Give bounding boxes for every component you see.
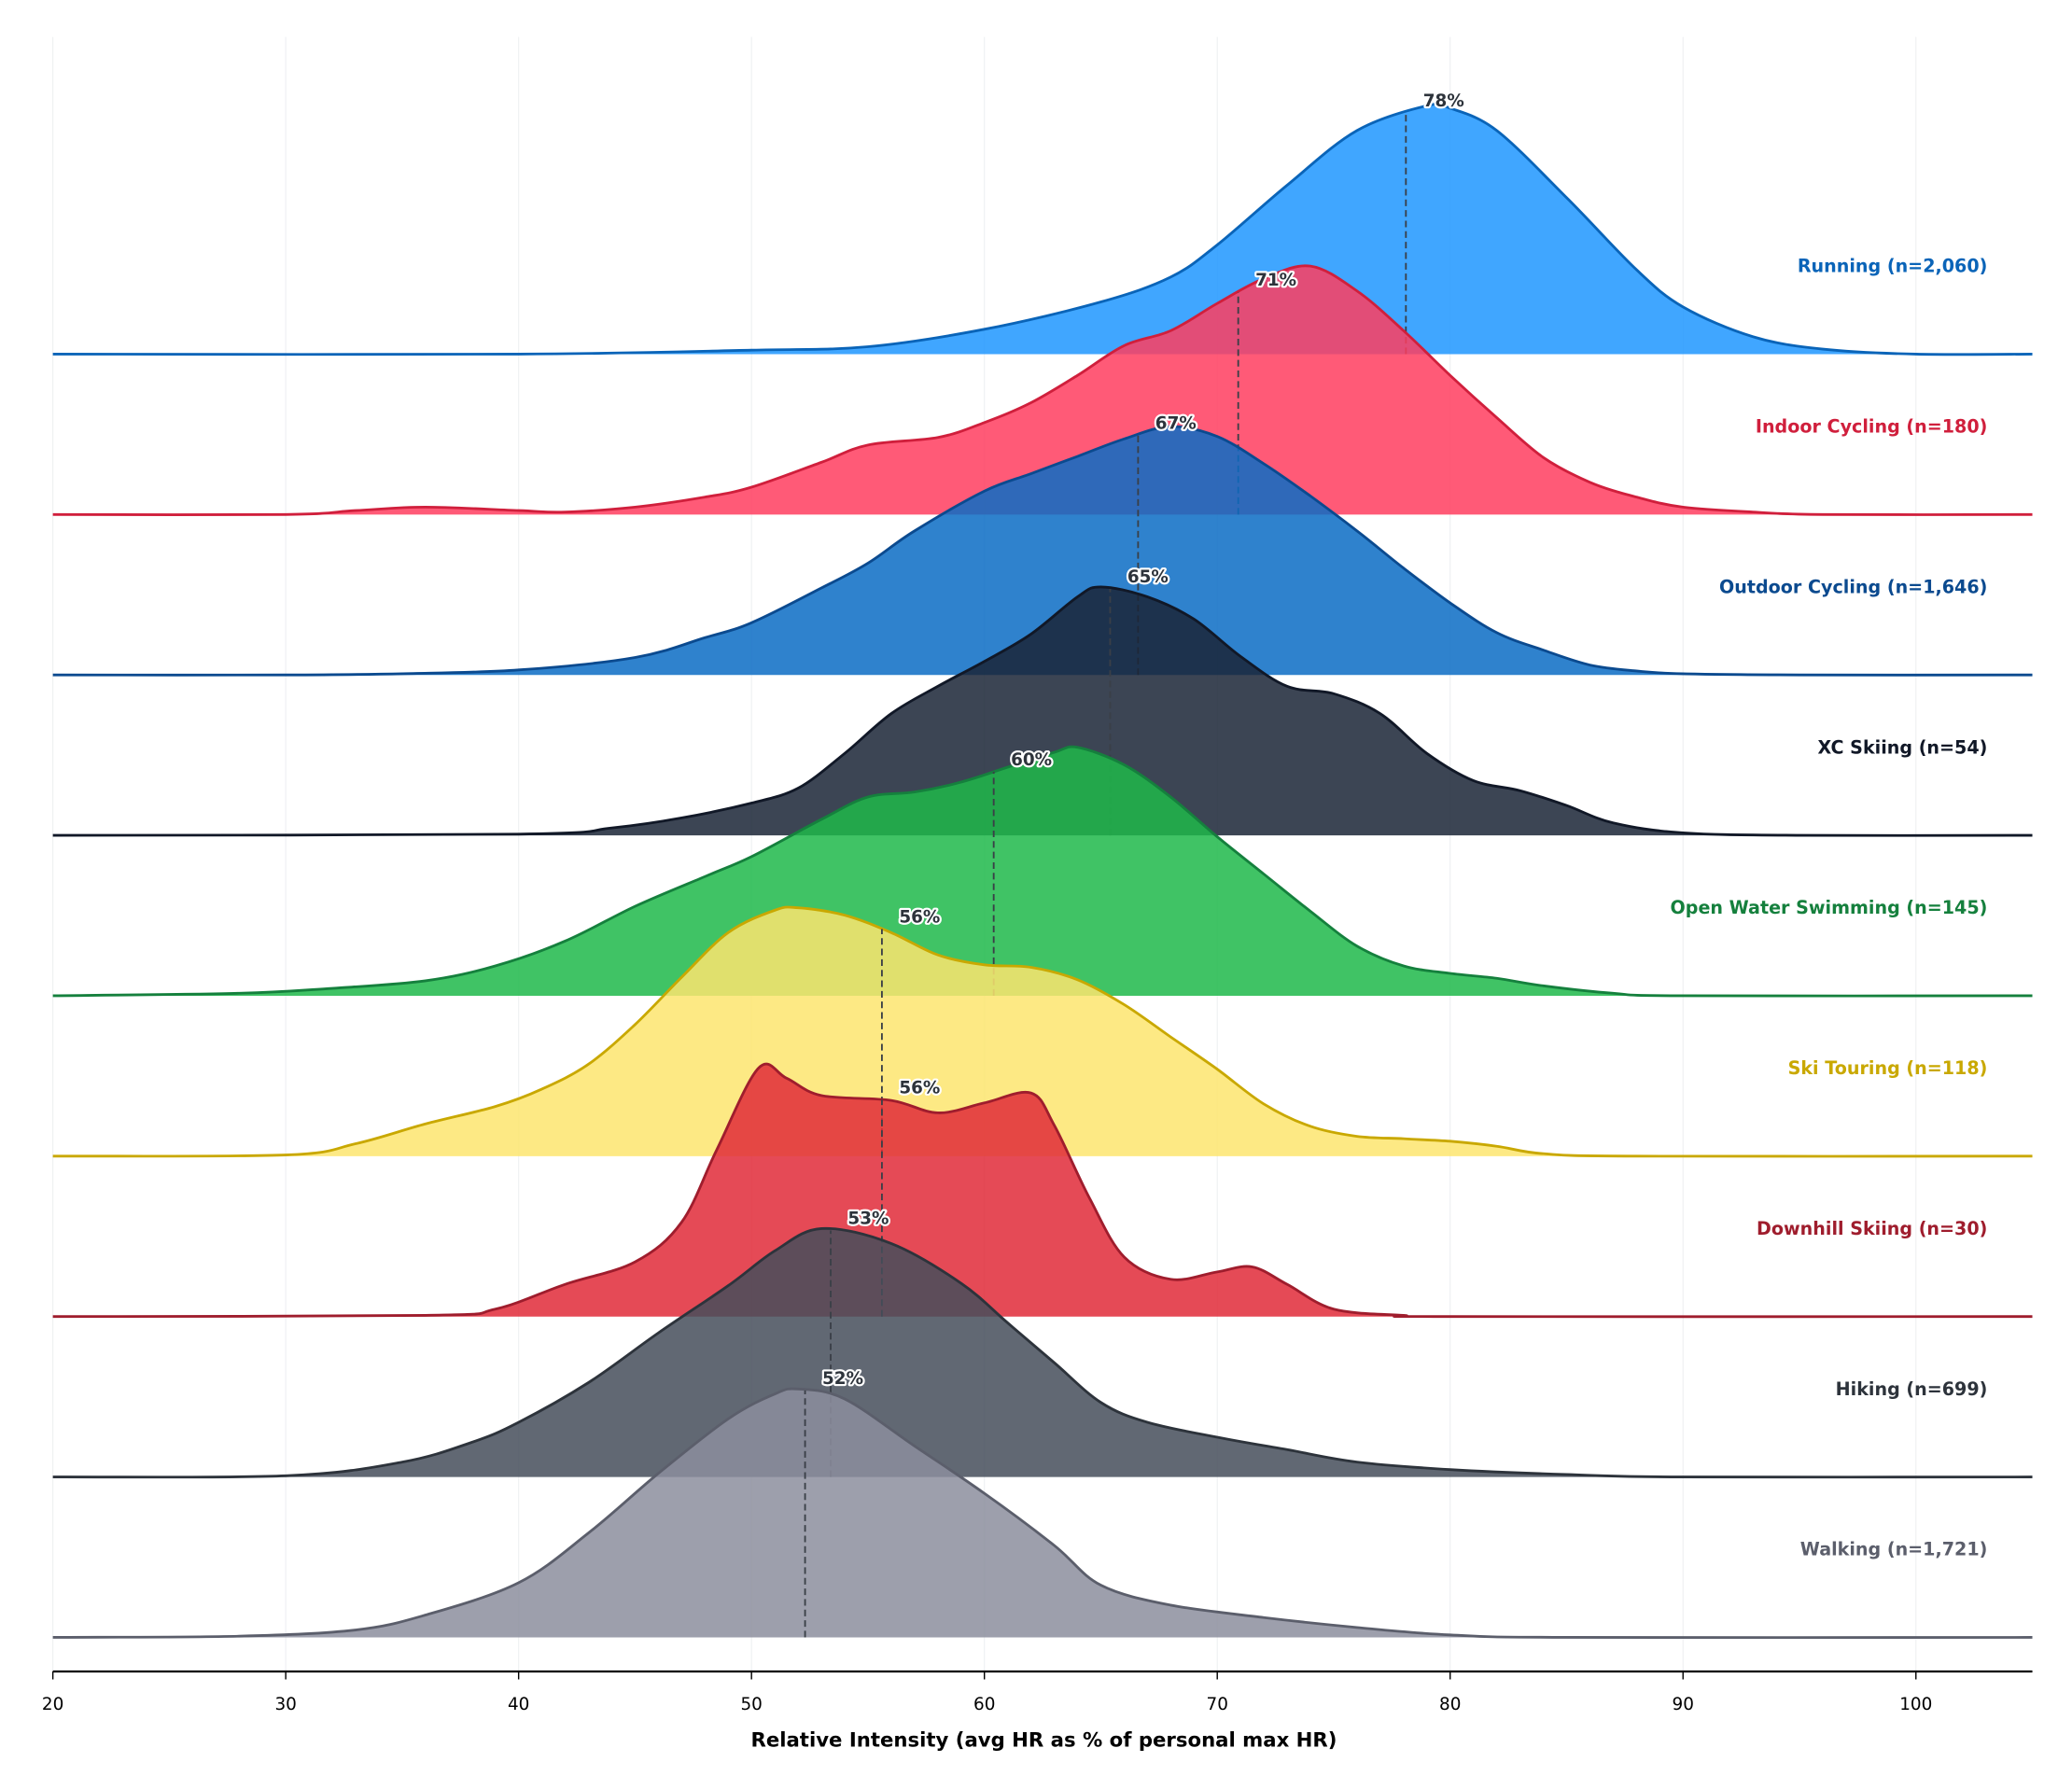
series-label: Walking (n=1,721) [1800, 1539, 1988, 1560]
median-label: 52% [822, 1369, 863, 1389]
median-label: 67% [1155, 413, 1197, 433]
density-line [52, 102, 2033, 357]
density-fill [52, 265, 2033, 515]
median-label: 78% [1423, 91, 1464, 111]
tick-label: 30 [274, 1695, 296, 1714]
ridge-walking: 52% Walking (n=1,721) [52, 1367, 2033, 1640]
series-label: Open Water Swimming (n=145) [1671, 897, 1988, 918]
density-line [52, 1226, 2033, 1479]
tick-label: 90 [1673, 1695, 1694, 1714]
ridges: 78% Running (n=2,060) 71% Indoor Cycling (n… [52, 90, 2033, 1640]
tick-label: 70 [1207, 1695, 1228, 1714]
median-label: 71% [1255, 271, 1296, 290]
density-fill [52, 906, 2033, 1157]
median-label: 53% [847, 1209, 889, 1228]
tick-label: 50 [740, 1695, 762, 1714]
density-fill [52, 747, 2033, 997]
density-line [52, 1062, 2033, 1319]
tick-label: 20 [42, 1695, 63, 1714]
series-label: Hiking (n=699) [1836, 1378, 1988, 1400]
median-label: 65% [1127, 567, 1169, 587]
density-fill [52, 426, 2033, 676]
density-line [52, 264, 2033, 517]
density-fill [52, 1064, 2033, 1317]
series-label: XC Skiing (n=54) [1817, 736, 1987, 758]
density-fill [52, 586, 2033, 836]
density-line [52, 745, 2033, 998]
tick-label: 100 [1899, 1695, 1932, 1714]
tick-label: 80 [1439, 1695, 1461, 1714]
density-fill [52, 1389, 2033, 1638]
density-fill [52, 104, 2033, 355]
ridge-running: 78% Running (n=2,060) [52, 90, 2033, 357]
density-line [52, 1387, 2033, 1640]
ridge-outdoor-cycling: 67% Outdoor Cycling (n=1,646) [52, 412, 2033, 677]
tick-label: 40 [508, 1695, 529, 1714]
ridge-hiking: 53% Hiking (n=699) [52, 1207, 2033, 1479]
series-label: Outdoor Cycling (n=1,646) [1719, 576, 1987, 597]
median-label: 56% [899, 1078, 940, 1098]
x-axis: 20 30 40 50 60 70 80 90 100 [42, 1670, 2033, 1714]
density-line [52, 905, 2033, 1158]
series-label: Indoor Cycling (n=180) [1756, 416, 1988, 438]
ridge-downhill-skiing: 56% Downhill Skiing (n=30) [52, 1062, 2033, 1319]
density-line [52, 425, 2033, 677]
median-label: 60% [1011, 750, 1052, 770]
median-label: 56% [899, 907, 940, 927]
series-label: Downhill Skiing (n=30) [1757, 1218, 1987, 1239]
ridge-xc-skiing: 65% XC Skiing (n=54) [52, 566, 2033, 837]
series-label: Ski Touring (n=118) [1788, 1057, 1988, 1079]
x-axis-label: Relative Intensity (avg HR as % of perso… [751, 1729, 1337, 1753]
ridge-open-water-swimming: 60% Open Water Swimming (n=145) [52, 745, 2033, 998]
tick-label: 60 [973, 1695, 995, 1714]
series-label: Running (n=2,060) [1798, 256, 1988, 277]
density-line [52, 585, 2033, 837]
